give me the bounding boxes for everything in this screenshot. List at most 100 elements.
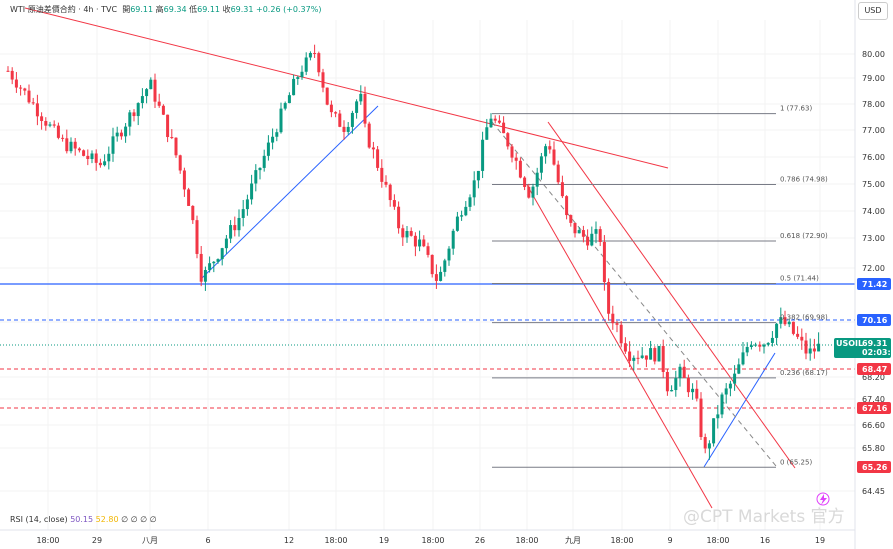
- candle: [355, 99, 359, 119]
- candle: [384, 175, 388, 188]
- currency-label[interactable]: USD: [858, 2, 888, 20]
- candle-body: [271, 136, 275, 143]
- candle-body: [161, 105, 165, 115]
- candle: [304, 52, 308, 76]
- candle: [229, 220, 233, 244]
- candle-body: [44, 120, 48, 126]
- candle: [481, 131, 485, 179]
- candle: [241, 199, 245, 227]
- candle: [233, 216, 237, 237]
- candle-body: [745, 346, 749, 353]
- open-label: 開: [122, 5, 131, 14]
- candle: [758, 341, 762, 352]
- time-tick-label: 18:00: [421, 536, 444, 545]
- candle-body: [636, 357, 640, 359]
- time-tick-label: 9: [667, 536, 672, 545]
- rsi-label[interactable]: RSI (14, close): [10, 515, 68, 524]
- candle-body: [258, 167, 262, 171]
- candle: [623, 337, 627, 354]
- candle-body: [233, 225, 237, 231]
- interval[interactable]: 4h: [83, 5, 94, 14]
- candle-body: [468, 197, 472, 207]
- price-tag-bg: [857, 363, 891, 375]
- candle: [602, 235, 606, 291]
- candle: [716, 405, 720, 429]
- candle-body: [14, 79, 18, 88]
- candle: [787, 318, 791, 328]
- candle: [321, 68, 325, 93]
- candle: [439, 266, 443, 282]
- candle-body: [544, 146, 548, 157]
- candle: [216, 258, 220, 264]
- candle-body: [384, 181, 388, 185]
- candle: [636, 350, 640, 365]
- candlestick-series: [6, 44, 821, 460]
- candle: [464, 201, 468, 217]
- candle: [443, 258, 447, 277]
- candle: [791, 321, 795, 336]
- candle-body: [670, 390, 674, 392]
- fib-level-label: 0 (65.25): [780, 458, 812, 466]
- candle-body: [577, 230, 581, 234]
- candle: [220, 247, 224, 266]
- data-source: TVC: [101, 5, 118, 14]
- candle-body: [250, 183, 254, 200]
- candle-body: [237, 217, 241, 231]
- candle: [644, 355, 648, 368]
- candle-body: [23, 88, 27, 91]
- candle-body: [52, 124, 56, 126]
- candle: [737, 358, 741, 375]
- candle: [313, 44, 317, 58]
- candle-body: [523, 177, 527, 187]
- candle-body: [674, 378, 678, 391]
- candle: [502, 116, 506, 134]
- candle: [426, 242, 430, 258]
- candle-body: [770, 337, 774, 343]
- candle: [485, 118, 489, 140]
- price-axis[interactable]: 80.00 79.00 78.00 77.00 76.00 75.00 74.00 73.00…: [854, 0, 885, 549]
- low-value: 69.11: [197, 5, 221, 14]
- candle-body: [653, 348, 657, 362]
- channel-upper: [547, 121, 796, 469]
- candle: [434, 264, 438, 289]
- candle-body: [686, 377, 690, 393]
- rsi-placeholders: ∅ ∅ ∅ ∅: [121, 515, 157, 524]
- symbol-name[interactable]: WTI: [10, 5, 26, 14]
- candle-body: [371, 147, 375, 150]
- candle: [212, 261, 216, 273]
- candle-body: [346, 126, 350, 132]
- candle-body: [308, 53, 312, 58]
- candle-body: [581, 230, 585, 237]
- candle: [44, 117, 48, 131]
- fib-level-label: 1 (77.63): [780, 105, 812, 113]
- candle: [506, 131, 510, 150]
- candle: [334, 111, 338, 118]
- change-value: +0.26 (+0.37%): [256, 5, 322, 14]
- time-axis[interactable]: 18:00 29 八月 6 12 18:00 19 18:00 26 18:00 九月 18:00 9 1…: [0, 529, 855, 545]
- time-tick-label: 16: [760, 536, 770, 545]
- price-tick-label: 79.00: [862, 74, 885, 83]
- candle: [468, 194, 472, 211]
- candle-body: [455, 216, 459, 231]
- candle: [82, 149, 86, 157]
- candle: [804, 332, 808, 360]
- candle: [40, 112, 44, 130]
- candle-body: [552, 149, 556, 165]
- candle: [770, 331, 774, 347]
- candle: [153, 73, 157, 109]
- candle-body: [94, 153, 98, 163]
- candle-body: [602, 241, 606, 283]
- close-label: 收: [222, 5, 231, 14]
- rsi-legend: RSI (14, close) 50.15 52.80 ∅ ∅ ∅ ∅: [10, 515, 157, 524]
- watermark: @CPT Markets 官方: [683, 507, 845, 527]
- fib-level-label: 0.618 (72.90): [780, 232, 828, 240]
- candle-body: [195, 220, 199, 254]
- price-tag-bg: [834, 338, 891, 358]
- candle-body: [65, 138, 69, 152]
- candle: [350, 110, 354, 134]
- fib-level-label: 0.382 (69.98): [780, 314, 828, 322]
- price-tick-label: 76.00: [862, 153, 885, 162]
- candle-body: [665, 371, 669, 392]
- candle: [77, 147, 81, 153]
